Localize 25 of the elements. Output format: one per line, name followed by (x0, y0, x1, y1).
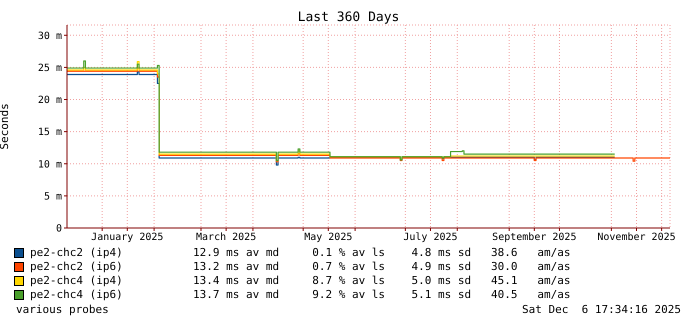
x-tick-label: September 2025 (492, 232, 576, 244)
text: 13.7 ms av md 9.2 % av ls 5.1 ms sd 40.5 am/as (193, 288, 570, 302)
x-tick-label: November 2025 (597, 232, 676, 244)
y-axis-title: Seconds (0, 103, 11, 150)
chart-title: Last 360 Days (296, 10, 400, 25)
text: various probes (16, 303, 109, 316)
legend-label: pe2-chc4 (ip6) (30, 288, 124, 302)
legend-label: pe2-chc4 (ip4) (30, 274, 124, 288)
x-tick-label: March 2025 (196, 232, 256, 244)
x-tick-label: January 2025 (91, 232, 164, 244)
y-tick-label: 30 m (38, 30, 62, 42)
text: 13.2 ms av md 0.7 % av ls 4.9 ms sd 30.0 am/as (193, 260, 570, 274)
legend-label: pe2-chc2 (ip6) (30, 260, 124, 274)
y-tick-label: 25 m (38, 62, 62, 74)
x-tick-label: May 2025 (304, 232, 352, 244)
text: 13.4 ms av md 8.7 % av ls 5.0 ms sd 45.1 am/as (193, 274, 570, 288)
text: Sat Dec 6 17:34:16 2025 (522, 303, 681, 316)
legend-label: pe2-chc2 (ip4) (30, 246, 124, 260)
text: 12.9 ms av md 0.1 % av ls 4.8 ms sd 38.6 am/as (193, 246, 570, 260)
y-tick-label: 15 m (38, 127, 62, 138)
y-tick-label: 10 m (38, 159, 62, 170)
y-tick-label: 5 m (44, 191, 62, 202)
y-tick-label: 20 m (38, 95, 62, 106)
y-tick-label: 0 (56, 224, 62, 235)
x-tick-label: July 2025 (403, 232, 458, 244)
